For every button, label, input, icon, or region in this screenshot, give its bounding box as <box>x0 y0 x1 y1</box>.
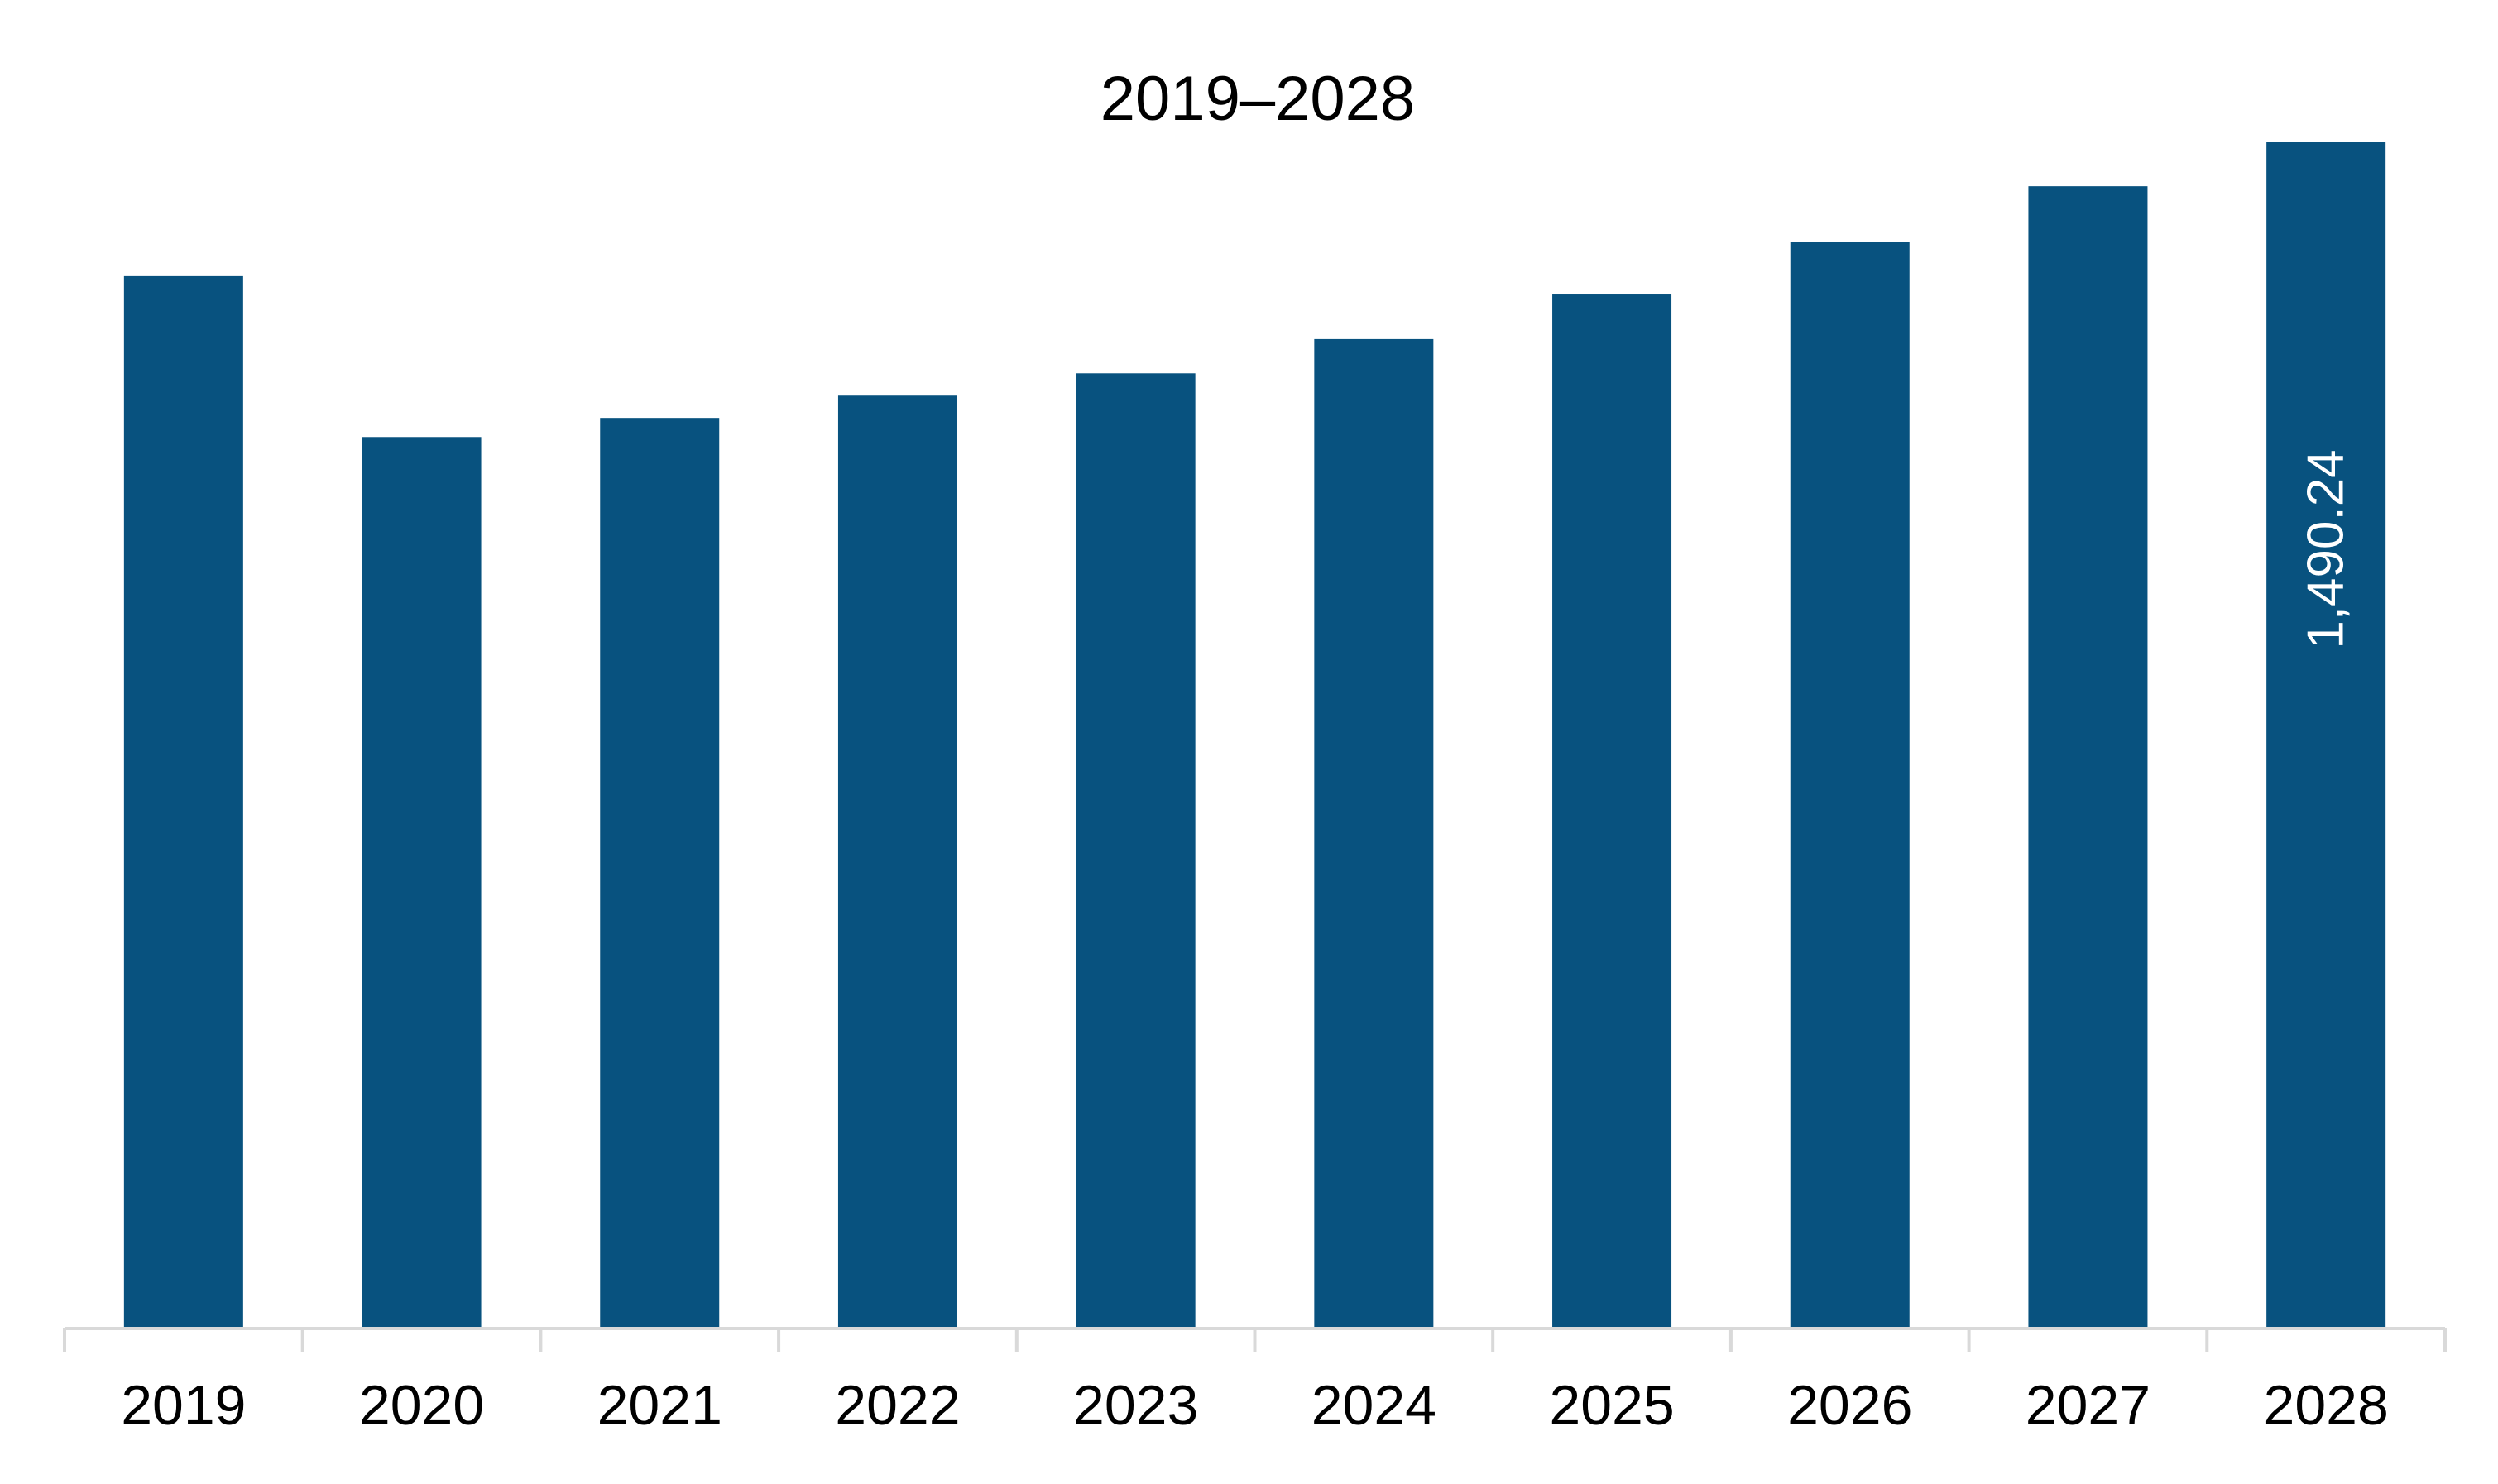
bar-2028 <box>2266 142 2386 1328</box>
x-tick-label: 2021 <box>597 1374 722 1437</box>
bar-2022 <box>837 395 957 1328</box>
x-tick-label: 2026 <box>1787 1374 1912 1437</box>
bar-2023 <box>1076 373 1196 1329</box>
bar-2025 <box>1552 294 1672 1328</box>
x-axis <box>63 1327 2447 1352</box>
bar-2026 <box>1790 242 1910 1329</box>
x-tick-labels: 2019 2020 2021 2022 2023 2024 2025 2026 2027 2028 <box>121 1374 2389 1437</box>
data-label-2028: 1,490.24 <box>2298 449 2355 649</box>
x-tick-label: 2025 <box>1549 1374 1674 1437</box>
bar-2019 <box>123 275 243 1328</box>
x-tick-label: 2019 <box>121 1374 246 1437</box>
x-tick-label: 2027 <box>2026 1374 2150 1437</box>
data-labels-group: 1,490.24 <box>2298 449 2355 649</box>
x-tick-label: 2024 <box>1311 1374 1436 1437</box>
bar-2024 <box>1314 338 1434 1328</box>
x-tick-label: 2028 <box>2264 1374 2389 1437</box>
bar-2027 <box>2028 186 2148 1329</box>
x-tick-label: 2023 <box>1073 1374 1198 1437</box>
x-tick-label: 2022 <box>835 1374 960 1437</box>
chart-title: 2019–2028 <box>1100 64 1415 134</box>
bar-2020 <box>362 437 482 1328</box>
bars-group <box>123 142 2386 1329</box>
x-tick-label: 2020 <box>359 1374 484 1437</box>
bar-2021 <box>600 418 720 1328</box>
